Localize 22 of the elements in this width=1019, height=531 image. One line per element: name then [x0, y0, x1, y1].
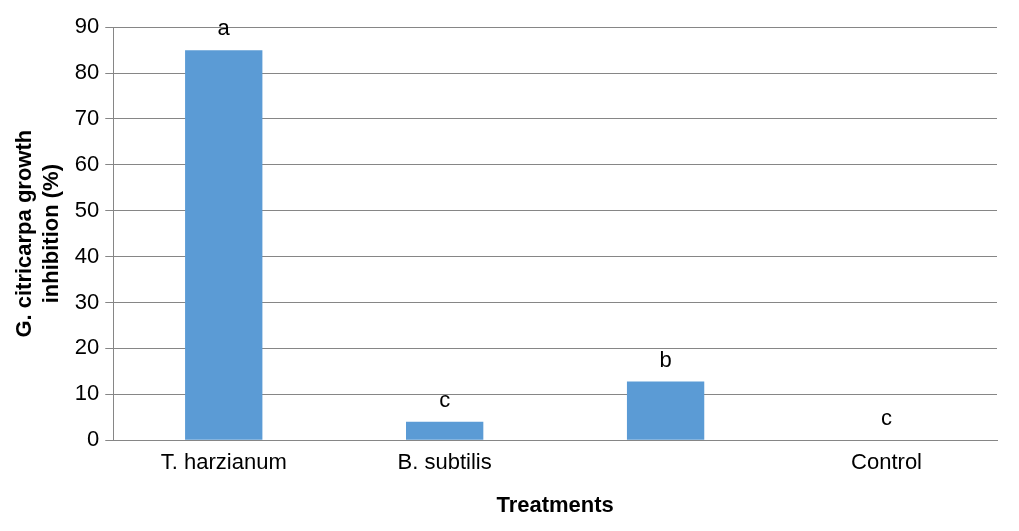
y-tick-label: 50: [74, 196, 100, 222]
y-tick-label: 40: [74, 242, 100, 268]
y-tick-label: 10: [74, 380, 100, 406]
y-tick-label: 20: [74, 334, 100, 360]
bar: [626, 381, 705, 440]
annotation: a: [217, 15, 231, 41]
annotation: c: [439, 386, 451, 412]
x-tick-label: T. harzianum: [160, 449, 287, 475]
bar: [406, 421, 484, 440]
x-axis-title: Treatments: [496, 491, 614, 517]
y-axis-title: G. citricarpa growth inhibition (%): [11, 129, 63, 338]
annotation: c: [881, 405, 893, 431]
y-tick-label: 30: [74, 288, 100, 314]
bar: [185, 50, 263, 440]
x-tick-label: B. subtilis: [397, 449, 492, 475]
y-tick-label: 60: [74, 150, 100, 176]
y-tick-label: 80: [74, 59, 100, 85]
y-tick-label: 0: [87, 426, 100, 452]
x-tick-label: Control: [851, 449, 922, 475]
y-tick-label: 90: [74, 13, 100, 39]
annotation: b: [659, 346, 672, 372]
y-tick-label: 70: [74, 105, 100, 131]
